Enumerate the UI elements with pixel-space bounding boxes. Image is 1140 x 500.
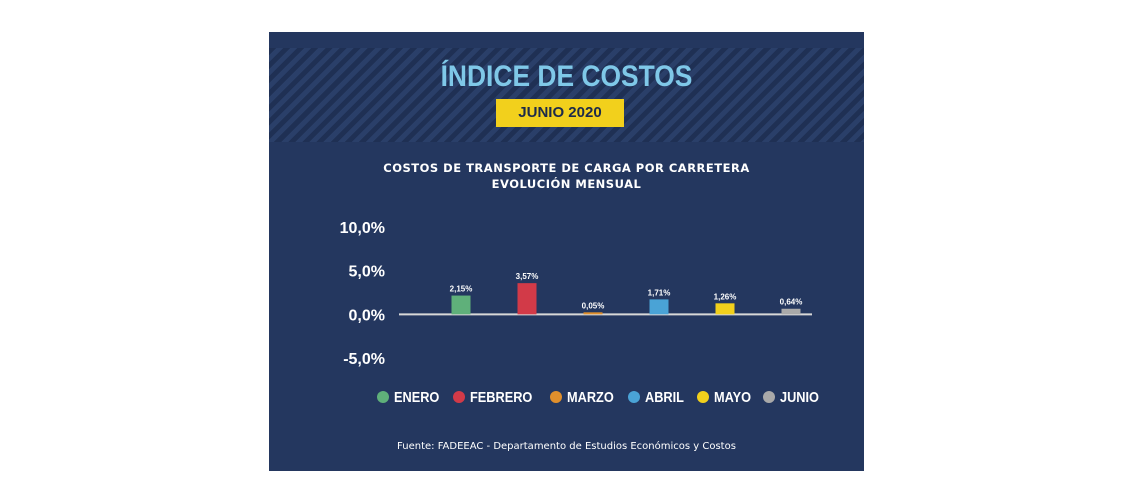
page-title: ÍNDICE DE COSTOS: [440, 60, 693, 93]
bar-junio: [781, 308, 801, 315]
legend-label: ENERO: [394, 388, 440, 406]
bar-mayo: [715, 303, 735, 315]
legend-item-enero: ENERO: [377, 389, 441, 406]
chart-legend: ENERO FEBRERO MARZO ABRIL MAYO JUNIO: [377, 387, 820, 407]
y-tick-label: 5,0%: [349, 264, 385, 281]
legend-item-abril: ABRIL: [627, 388, 685, 406]
legend-swatch: [763, 391, 776, 403]
legend-label: MARZO: [566, 388, 614, 406]
y-tick-label: -5,0%: [343, 351, 385, 368]
data-label: 1,71%: [648, 288, 671, 297]
bar-marzo: [583, 312, 603, 315]
data-label: 0,05%: [582, 301, 605, 310]
data-label: 1,26%: [714, 292, 737, 301]
infographic-card: ÍNDICE DE COSTOS JUNIO 2020 COSTOS DE TR…: [269, 32, 864, 471]
bar-chart: 10,0% 5,0% 0,0% -5,0% 2,15% 3,57% 0,05% 1,71% 1,…: [340, 220, 812, 368]
chart-title: COSTOS DE TRANSPORTE DE CARGA POR CARRET…: [383, 161, 750, 175]
data-label: 0,64%: [780, 298, 803, 307]
chart-subtitle: EVOLUCIÓN MENSUAL: [491, 177, 642, 191]
legend-swatch: [377, 391, 389, 403]
legend-item-marzo: MARZO: [549, 388, 616, 406]
bar-abril: [649, 299, 669, 315]
legend-swatch: [453, 391, 466, 403]
data-label: 3,57%: [516, 272, 539, 281]
bar-febrero: [517, 283, 537, 315]
y-tick-label: 0,0%: [349, 307, 385, 324]
y-tick-label: 10,0%: [340, 220, 385, 237]
data-label: 2,15%: [450, 285, 473, 294]
bar-enero: [451, 295, 471, 315]
legend-label: ABRIL: [644, 388, 684, 406]
legend-label: JUNIO: [780, 388, 820, 406]
legend-item-junio: JUNIO: [763, 389, 820, 406]
chart-title-block: COSTOS DE TRANSPORTE DE CARGA POR CARRET…: [269, 160, 864, 192]
legend-label: FEBRERO: [470, 388, 533, 406]
legend-swatch: [549, 391, 562, 403]
legend-item-febrero: FEBRERO: [453, 389, 537, 406]
period-badge: JUNIO 2020: [496, 99, 624, 127]
source-note: Fuente: FADEEAC - Departamento de Estudi…: [397, 441, 736, 452]
legend-item-mayo: MAYO: [696, 388, 752, 406]
legend-swatch: [696, 391, 709, 403]
legend-swatch: [627, 391, 640, 403]
legend-label: MAYO: [713, 388, 751, 406]
